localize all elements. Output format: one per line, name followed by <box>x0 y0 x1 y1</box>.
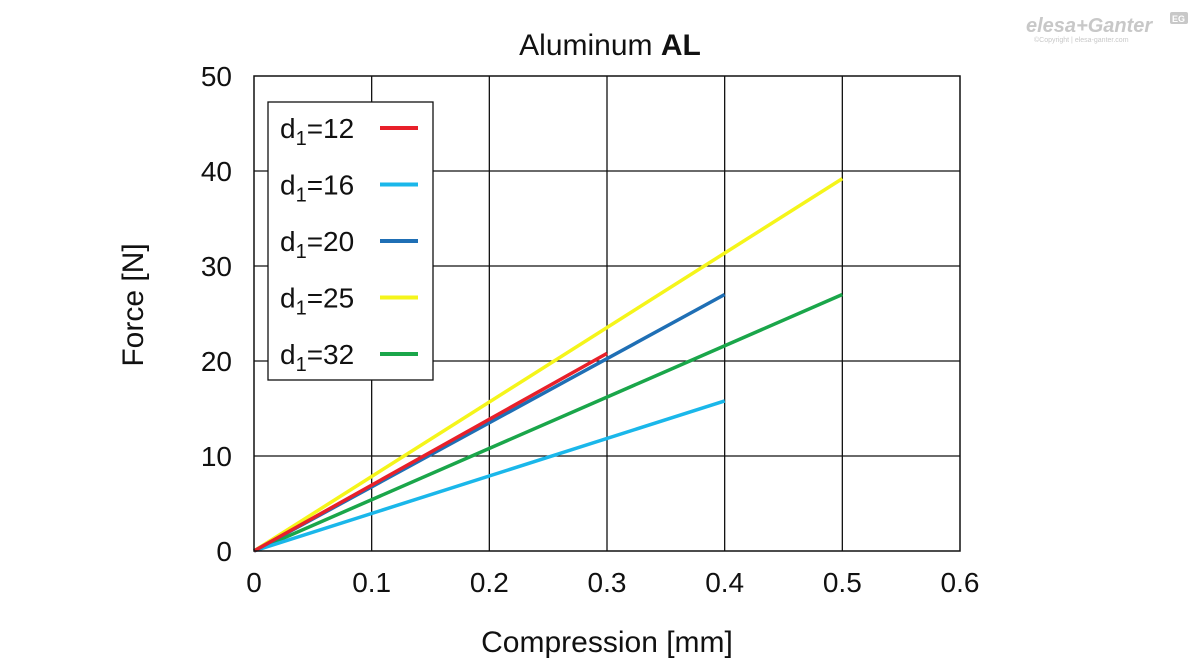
x-tick-label: 0.4 <box>705 567 744 598</box>
legend-label-sub: 1 <box>296 241 307 263</box>
legend-label: d1=12 <box>280 113 354 150</box>
x-tick-label: 0 <box>246 567 262 598</box>
plot-frame <box>253 75 961 552</box>
x-axis-label: Compression [mm] <box>481 626 733 659</box>
series-line-d1-16 <box>253 399 726 553</box>
series-line-d1-12 <box>253 351 608 553</box>
y-tick-label: 20 <box>201 346 232 377</box>
y-tick-labels: 0 10 20 30 40 50 <box>201 61 232 567</box>
svg-text:elesa+Ganter: elesa+Ganter <box>1026 15 1153 37</box>
y-axis-label: Force [N] <box>117 243 150 366</box>
legend-label-rest: =16 <box>307 170 355 201</box>
chart-title-regular: Aluminum <box>519 29 661 62</box>
series-layer <box>253 177 844 553</box>
legend-label: d1=32 <box>280 339 354 376</box>
logo-brand-a: elesa <box>1026 15 1076 37</box>
legend-label-base: d <box>280 113 296 144</box>
y-tick-label: 30 <box>201 251 232 282</box>
logo-plus: + <box>1076 15 1088 37</box>
y-tick-label: 50 <box>201 61 232 92</box>
legend-label: d1=25 <box>280 283 354 320</box>
x-tick-labels: 0 0.1 0.2 0.3 0.4 0.5 0.6 <box>246 567 979 598</box>
logo-badge-box <box>1170 12 1188 24</box>
legend-label: d1=20 <box>280 226 354 263</box>
legend-entry: d1=32 <box>280 339 418 376</box>
y-tick-label: 0 <box>216 536 232 567</box>
legend-label: d1=16 <box>280 170 354 207</box>
series-line-d1-32 <box>253 292 844 553</box>
legend-label-sub: 1 <box>296 298 307 320</box>
legend-label-base: d <box>280 226 296 257</box>
x-tick-label: 0.5 <box>823 567 862 598</box>
legend-entry: d1=16 <box>280 170 418 207</box>
legend-label-rest: =12 <box>307 113 355 144</box>
legend-label-rest: =25 <box>307 283 355 314</box>
x-tick-label: 0.1 <box>352 567 391 598</box>
x-tick-label: 0.2 <box>470 567 509 598</box>
series-line-d1-25 <box>253 177 844 553</box>
y-tick-label: 10 <box>201 441 232 472</box>
legend-label-base: d <box>280 283 296 314</box>
x-tick-label: 0.3 <box>588 567 627 598</box>
chart-title: Aluminum AL <box>519 29 701 62</box>
chart-title-bold: AL <box>661 29 701 62</box>
x-tick-label: 0.6 <box>941 567 980 598</box>
legend-label-base: d <box>280 339 296 370</box>
y-tick-label: 40 <box>201 156 232 187</box>
elesa-ganter-logo: elesa+Ganter EG ©Copyright | elesa-gante… <box>1026 12 1188 44</box>
legend-entry: d1=25 <box>280 283 418 320</box>
logo-badge: EG <box>1172 14 1185 24</box>
legend-label-rest: =20 <box>307 226 355 257</box>
legend-label-rest: =32 <box>307 339 355 370</box>
legend-label-sub: 1 <box>296 185 307 207</box>
legend-label-sub: 1 <box>296 354 307 376</box>
logo-brand-b: Ganter <box>1088 15 1154 37</box>
legend-label-base: d <box>280 170 296 201</box>
logo-copyright: ©Copyright | elesa-ganter.com <box>1034 36 1129 44</box>
legend-entry: d1=12 <box>280 113 418 150</box>
legend-entry: d1=20 <box>280 226 418 263</box>
legend-label-sub: 1 <box>296 128 307 150</box>
